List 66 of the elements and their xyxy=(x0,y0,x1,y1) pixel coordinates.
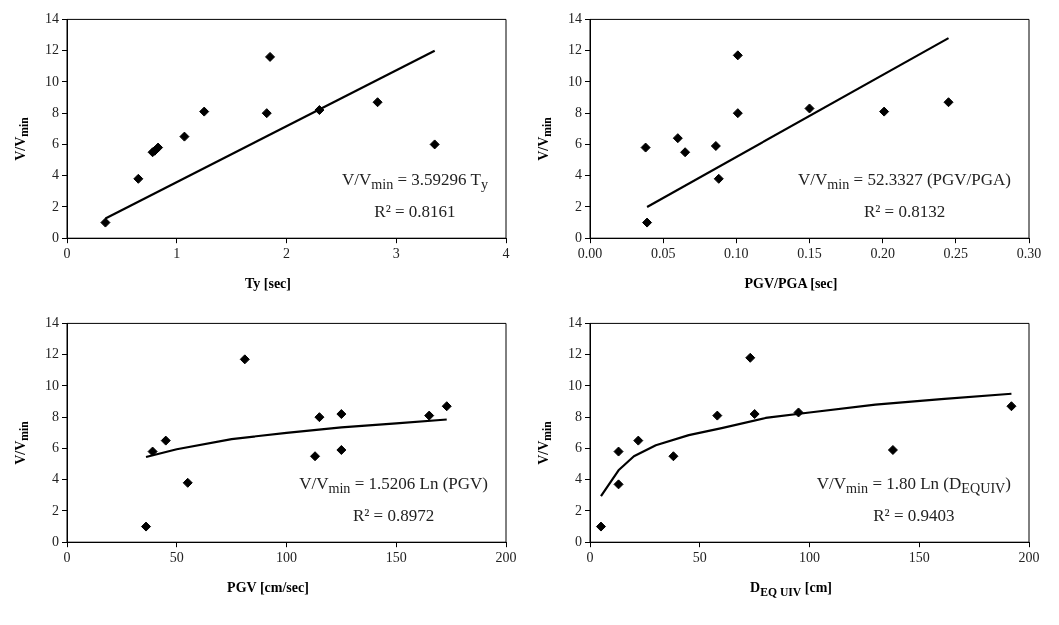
y-tick-label: 0 xyxy=(52,229,59,245)
x-axis-title: D$_{EQ UIV}$ [cm] xyxy=(749,580,833,599)
x-tick-label: 0 xyxy=(586,550,594,566)
y-tick-label: 2 xyxy=(52,502,59,518)
y-tick-label: 14 xyxy=(45,11,59,27)
annotation: R² = 0.8161 xyxy=(374,201,456,222)
annotation: R² = 0.8132 xyxy=(863,201,946,222)
y-tick-label: 4 xyxy=(52,471,59,487)
x-tick-label: 0.10 xyxy=(724,246,749,262)
x-tick-label: 200 xyxy=(1018,550,1040,566)
x-tick-label: 4 xyxy=(502,246,510,262)
y-tick-label: 12 xyxy=(45,346,59,362)
x-tick-label: 1 xyxy=(173,246,181,262)
y-tick-label: 4 xyxy=(575,471,582,487)
x-tick-label: 50 xyxy=(692,550,707,566)
y-tick-label: 0 xyxy=(575,229,582,245)
annotation: V/V$_{min}$ = 52.3327 (PGV/PGA) xyxy=(798,170,1011,194)
y-tick-label: 14 xyxy=(45,315,59,331)
x-tick-label: 150 xyxy=(908,550,930,566)
annotation: R² = 0.8972 xyxy=(352,505,435,526)
y-tick-label: 6 xyxy=(575,136,582,152)
y-tick-label: 2 xyxy=(575,502,582,518)
x-tick-label: 3 xyxy=(392,246,400,262)
y-tick-label: 10 xyxy=(568,73,582,89)
x-axis-title: PGV [cm/sec] xyxy=(226,580,310,596)
y-tick-label: 6 xyxy=(52,136,59,152)
y-tick-label: 2 xyxy=(52,198,59,214)
y-tick-label: 2 xyxy=(575,198,582,214)
y-tick-label: 0 xyxy=(575,533,582,549)
x-axis-title: Ty [sec] xyxy=(244,276,292,292)
annotation: R² = 0.9403 xyxy=(873,505,955,526)
x-tick-label: 0 xyxy=(63,246,71,262)
y-tick-label: 10 xyxy=(45,377,59,393)
x-tick-label: 150 xyxy=(385,550,407,566)
annotation: V/V$_{min}$ = 1.5206 Ln (PGV) xyxy=(299,474,488,498)
y-tick-label: 12 xyxy=(568,42,582,58)
y-tick-label: 8 xyxy=(575,408,582,424)
y-tick-label: 8 xyxy=(575,104,582,120)
x-tick-label: 2 xyxy=(283,246,290,262)
x-tick-label: 100 xyxy=(276,550,297,566)
annotation: V/V$_{min}$ = 3.59296 T$_{y}$ xyxy=(341,170,488,194)
y-tick-label: 14 xyxy=(568,11,582,27)
y-tick-label: 12 xyxy=(568,346,582,362)
x-axis-title: PGV/PGA [sec] xyxy=(743,276,839,292)
x-tick-label: 50 xyxy=(169,550,184,566)
y-tick-label: 8 xyxy=(52,104,59,120)
y-tick-label: 0 xyxy=(52,533,59,549)
y-tick-label: 10 xyxy=(45,73,59,89)
x-tick-label: 0.05 xyxy=(650,246,676,262)
y-tick-label: 8 xyxy=(52,408,59,424)
y-tick-label: 4 xyxy=(52,167,59,183)
y-tick-label: 12 xyxy=(45,42,59,58)
x-tick-label: 0.25 xyxy=(943,246,969,262)
annotation: V/V$_{min}$ = 1.80 Ln (D$_{EQUIV}$) xyxy=(816,474,1011,498)
x-tick-label: 0.30 xyxy=(1016,246,1042,262)
x-tick-label: 0.00 xyxy=(577,246,603,262)
x-tick-label: 0 xyxy=(63,550,71,566)
y-tick-label: 14 xyxy=(568,315,582,331)
x-tick-label: 100 xyxy=(799,550,820,566)
y-tick-label: 6 xyxy=(575,440,582,456)
y-tick-label: 4 xyxy=(575,167,582,183)
y-tick-label: 10 xyxy=(568,377,582,393)
x-tick-label: 200 xyxy=(495,550,517,566)
x-tick-label: 0.15 xyxy=(797,246,822,262)
x-tick-label: 0.20 xyxy=(870,246,895,262)
y-tick-label: 6 xyxy=(52,440,59,456)
